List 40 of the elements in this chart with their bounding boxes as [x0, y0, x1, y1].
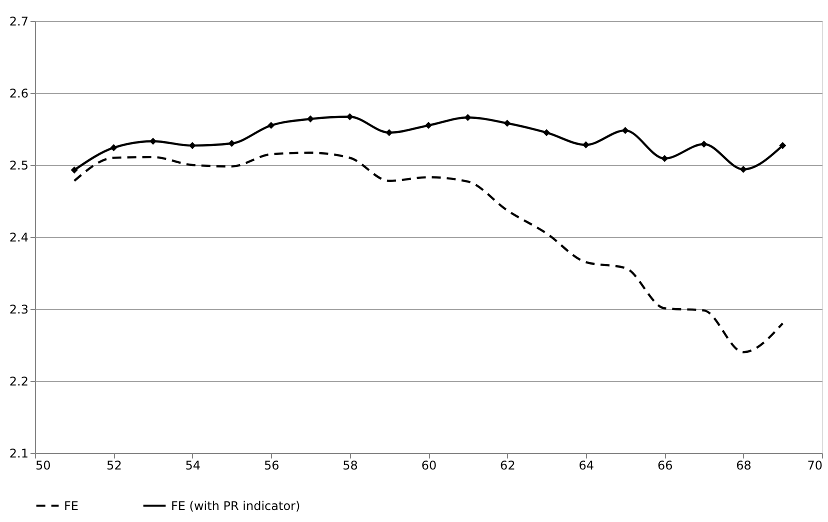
point: [228, 140, 236, 147]
x-tick-label: 50: [36, 458, 51, 472]
point: [582, 141, 590, 148]
point: [268, 122, 275, 129]
y-tick-label: 2.6: [9, 86, 28, 100]
point: [504, 120, 511, 127]
x-tick-label: 70: [807, 458, 822, 472]
point: [150, 138, 157, 145]
point: [661, 154, 668, 162]
y-tick-label: 2.1: [9, 446, 28, 460]
point: [346, 113, 354, 120]
point: [779, 142, 786, 150]
x-tick-label: 60: [421, 458, 437, 472]
y-tick-label: 2.5: [9, 158, 28, 172]
x-tick-label: 58: [342, 458, 358, 472]
point: [386, 129, 393, 136]
point: [622, 126, 629, 134]
x-tick-label: 56: [264, 458, 280, 472]
legend-label: FE (with PR indicator): [171, 498, 300, 513]
x-tick-label: 66: [657, 458, 673, 472]
x-tick-label: 62: [500, 458, 516, 472]
line-series: [73, 152, 784, 354]
x-tick-label: 64: [578, 458, 594, 472]
y-tick-label: 2.7: [9, 14, 28, 28]
y-tick-label: 2.2: [9, 374, 28, 388]
point: [543, 129, 550, 136]
point: [700, 140, 708, 148]
y-tick-label: 2.3: [9, 302, 28, 316]
point: [188, 142, 196, 150]
point: [70, 166, 78, 174]
point: [110, 144, 118, 152]
point: [306, 115, 314, 122]
x-tick-label: 68: [736, 458, 752, 472]
x-tick-label: 54: [185, 458, 201, 472]
legend-label: FE: [64, 498, 78, 513]
point: [424, 122, 432, 129]
point: [464, 114, 472, 122]
y-tick-label: 2.4: [9, 230, 28, 244]
x-tick-label: 52: [106, 458, 122, 472]
point: [740, 166, 747, 173]
